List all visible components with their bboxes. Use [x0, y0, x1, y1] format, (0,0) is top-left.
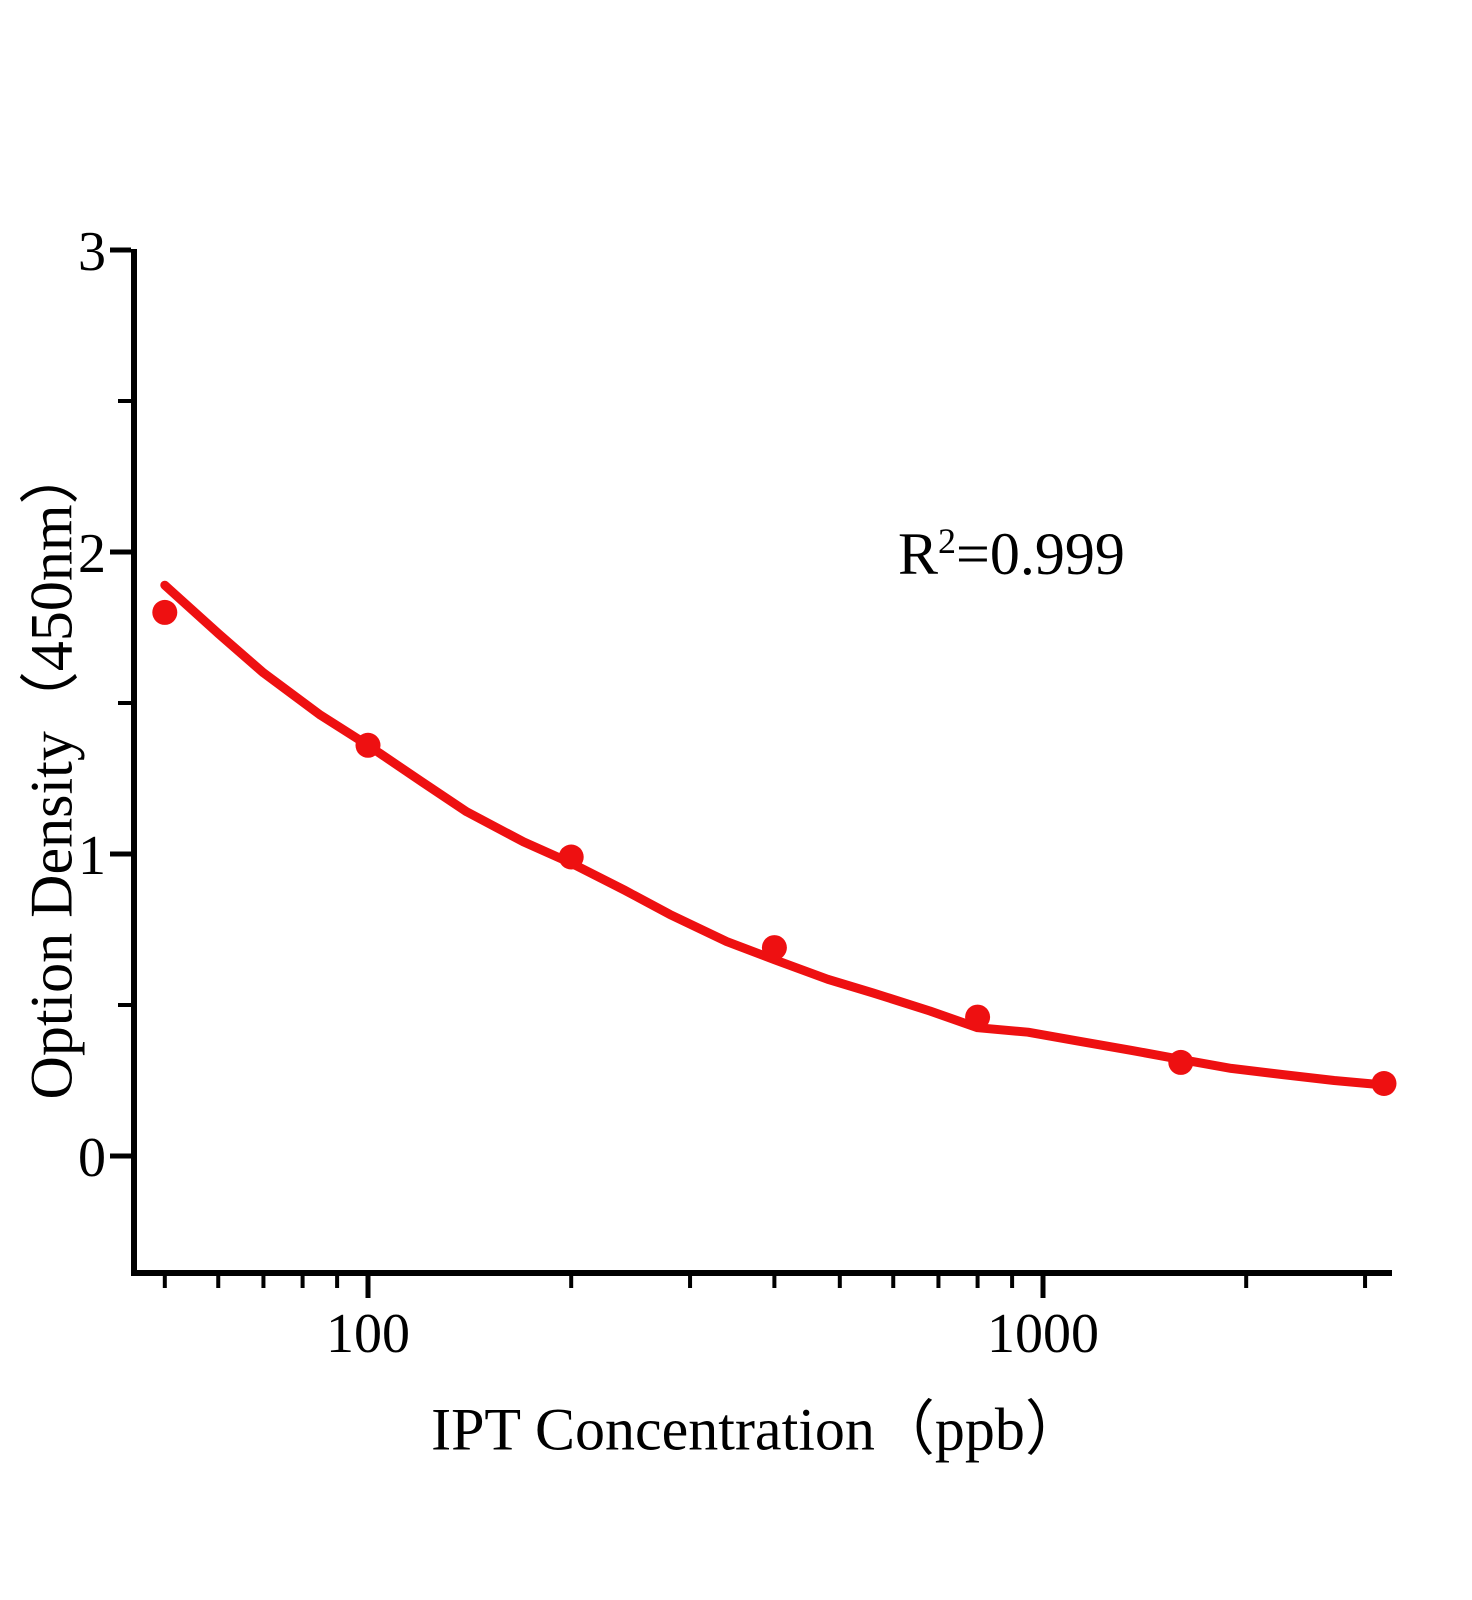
y-tick-label: 3: [78, 221, 106, 283]
r-squared-exponent: 2: [938, 521, 957, 561]
data-point: [152, 599, 178, 625]
r-squared-annotation: R2=0.999: [898, 521, 1125, 587]
x-axis-title: IPT Concentration（ppb）: [431, 1396, 1085, 1463]
r-squared-value: =0.999: [956, 521, 1125, 587]
y-axis-title: Option Density（450nm）: [18, 444, 85, 1100]
fit-curve-line: [160, 580, 1389, 1090]
y-tick-label: 1: [78, 825, 106, 887]
x-tick-label: 100: [326, 1303, 410, 1365]
data-point: [558, 844, 584, 870]
x-tick-label: 1000: [987, 1303, 1099, 1365]
axes: [110, 247, 1392, 1298]
y-tick-label: 2: [78, 523, 106, 585]
data-points: [152, 599, 1397, 1096]
data-point: [355, 732, 381, 758]
data-point: [1371, 1071, 1397, 1096]
y-tick-label: 0: [78, 1127, 106, 1189]
r-squared-base: R: [898, 521, 939, 587]
tick-labels: 0 1 2 3 100 1000: [78, 221, 1099, 1365]
data-point: [965, 1004, 991, 1030]
data-point: [1168, 1049, 1194, 1075]
data-point: [761, 935, 787, 961]
